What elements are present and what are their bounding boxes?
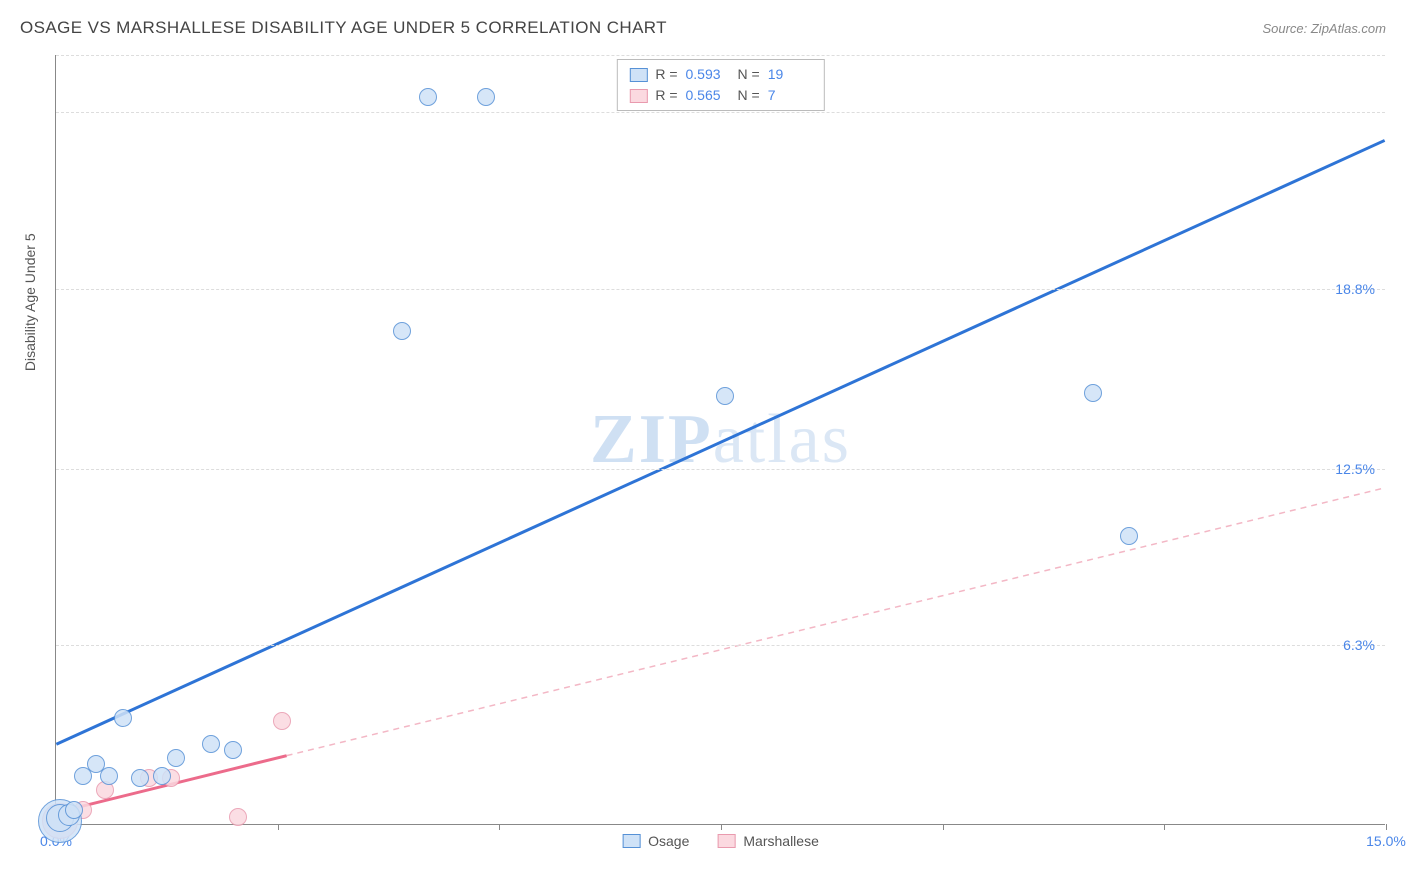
x-tick	[499, 824, 500, 830]
osage-n-value: 19	[768, 64, 812, 85]
stats-legend: R = 0.593 N = 19 R = 0.565 N = 7	[616, 59, 824, 111]
y-axis-title: Disability Age Under 5	[22, 233, 38, 371]
regression-lines	[56, 55, 1385, 824]
stats-row-marshallese: R = 0.565 N = 7	[629, 85, 811, 106]
chart-title: OSAGE VS MARSHALLESE DISABILITY AGE UNDE…	[20, 18, 667, 38]
x-tick	[943, 824, 944, 830]
osage-point	[224, 741, 242, 759]
osage-point	[131, 769, 149, 787]
osage-point	[65, 801, 83, 819]
gridline	[56, 112, 1385, 113]
osage-r-value: 0.593	[686, 64, 730, 85]
scatter-plot: ZIPatlas R = 0.593 N = 19 R = 0.565 N = …	[55, 55, 1385, 825]
x-tick	[721, 824, 722, 830]
marshallese-legend-swatch	[717, 834, 735, 848]
osage-point	[202, 735, 220, 753]
osage-point	[153, 767, 171, 785]
x-tick	[1386, 824, 1387, 830]
marshallese-n-value: 7	[768, 85, 812, 106]
y-tick-label: 18.8%	[1335, 281, 1375, 297]
x-tick	[278, 824, 279, 830]
osage-point	[419, 88, 437, 106]
osage-point	[1120, 527, 1138, 545]
watermark: ZIPatlas	[590, 400, 851, 480]
osage-point	[477, 88, 495, 106]
marshallese-point	[229, 808, 247, 826]
gridline	[56, 645, 1385, 646]
y-tick-label: 12.5%	[1335, 461, 1375, 477]
x-tick	[1164, 824, 1165, 830]
marshallese-r-value: 0.565	[686, 85, 730, 106]
osage-point	[167, 749, 185, 767]
regression-line	[56, 140, 1384, 744]
osage-legend-label: Osage	[648, 833, 689, 849]
osage-point	[114, 709, 132, 727]
marshallese-point	[273, 712, 291, 730]
stats-row-osage: R = 0.593 N = 19	[629, 64, 811, 85]
legend-item-marshallese: Marshallese	[717, 833, 818, 849]
regression-line	[287, 488, 1385, 756]
osage-point	[1084, 384, 1102, 402]
y-tick-label: 6.3%	[1343, 637, 1375, 653]
gridline	[56, 55, 1385, 56]
osage-point	[716, 387, 734, 405]
osage-legend-swatch	[622, 834, 640, 848]
source-attribution: Source: ZipAtlas.com	[1262, 21, 1386, 36]
marshallese-legend-label: Marshallese	[743, 833, 818, 849]
marshallese-swatch	[629, 89, 647, 103]
osage-point	[393, 322, 411, 340]
gridline	[56, 289, 1385, 290]
osage-swatch	[629, 68, 647, 82]
series-legend: Osage Marshallese	[622, 833, 819, 849]
osage-point	[100, 767, 118, 785]
x-tick-label: 15.0%	[1366, 833, 1406, 849]
chart-header: OSAGE VS MARSHALLESE DISABILITY AGE UNDE…	[20, 18, 1386, 38]
gridline	[56, 469, 1385, 470]
legend-item-osage: Osage	[622, 833, 689, 849]
